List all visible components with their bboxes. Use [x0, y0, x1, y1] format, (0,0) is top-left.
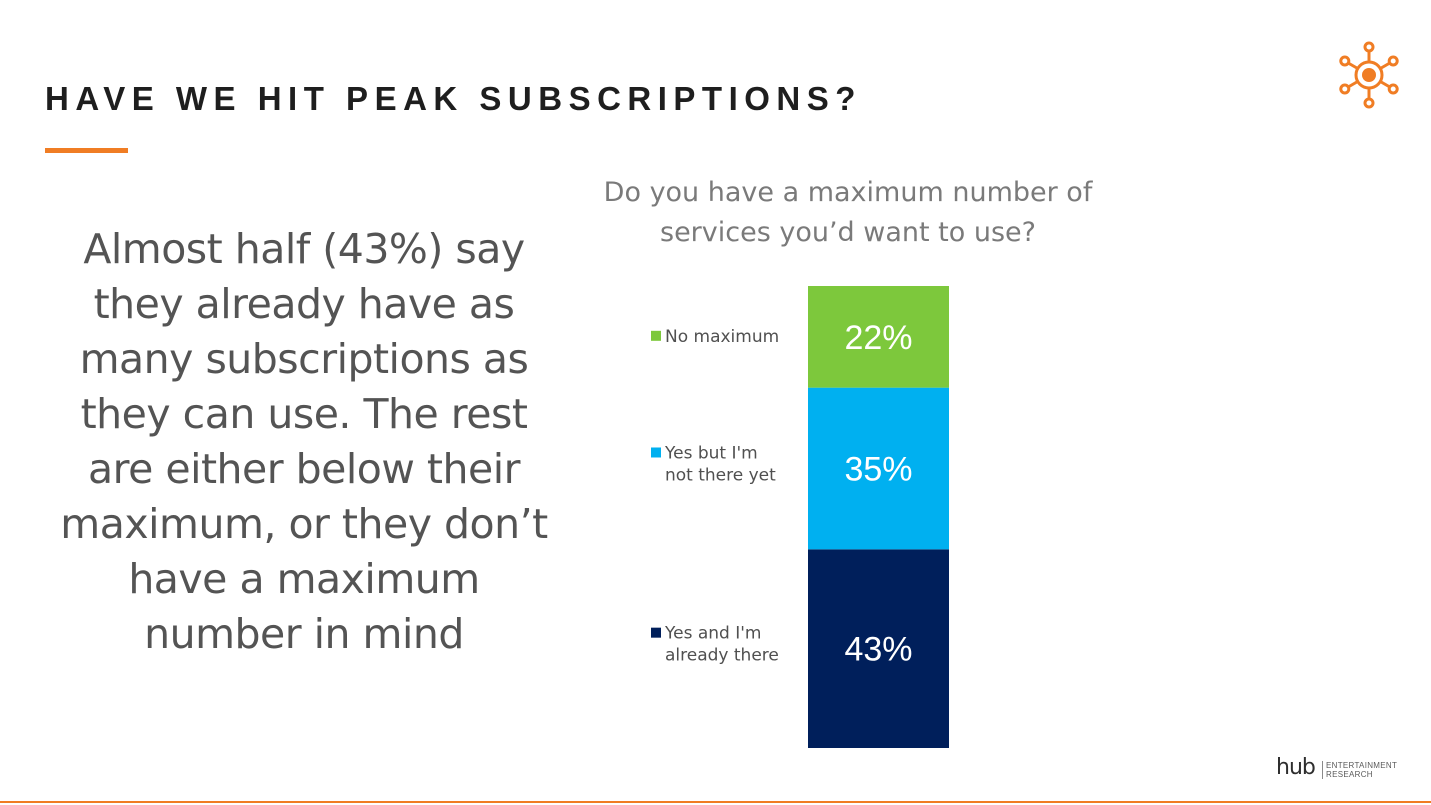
stacked-bar-chart: 43% Yes and I'm already there 35% Yes but I'…: [651, 286, 949, 748]
title-accent-line: [45, 148, 128, 153]
hub-logo-sub-line2: RESEARCH: [1326, 770, 1373, 779]
legend-swatch-2: [651, 447, 661, 458]
data-label-3: 22%: [844, 319, 912, 357]
bar-segment-3: [808, 286, 949, 388]
chart-title: Do you have a maximum number of services…: [603, 177, 1093, 248]
hub-logo-sub-line1: ENTERTAINMENT: [1326, 761, 1398, 770]
hub-logo-word: hub: [1276, 755, 1316, 780]
hub-logo-divider: [1322, 761, 1323, 779]
legend-label-1: Yes and I'm already there: [664, 624, 779, 666]
sun-logo-icon: [1339, 41, 1399, 109]
legend-swatch-3: [651, 330, 661, 341]
legend-label-3: No maximum: [665, 327, 779, 347]
data-label-2: 35%: [844, 450, 912, 488]
body-text: Almost half (43%) say they already have …: [60, 225, 548, 658]
bar-segment-1: [808, 549, 949, 748]
legend-swatch-1: [651, 627, 661, 638]
slide-title: HAVE WE HIT PEAK SUBSCRIPTIONS?: [45, 80, 862, 117]
legend-label-2: Yes but I'm not there yet: [664, 443, 776, 485]
bar-segment-2: [808, 387, 949, 550]
bottom-rule: [0, 801, 1431, 803]
data-label-1: 43%: [844, 631, 912, 669]
hub-logo-subtitle: ENTERTAINMENT RESEARCH: [1326, 761, 1397, 779]
